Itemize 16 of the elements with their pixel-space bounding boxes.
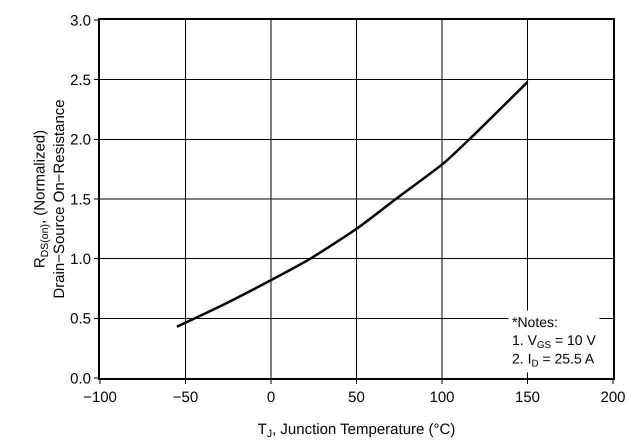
y-tick-label: 0.5 [70,310,91,328]
y-tick-label: 2.0 [70,132,91,149]
x-axis-title: T$_{J}$, Junction Temperature (°C) [258,421,456,440]
x-tick-label: 150 [514,389,540,406]
x-tick-label: 100 [429,389,455,406]
x-tick-label: 0 [266,389,276,406]
y-tick-label: 0.0 [70,370,91,388]
x-tick-label: −50 [172,389,198,406]
y-tick-label: 1.5 [70,191,91,208]
y-tick-label: 2.5 [70,72,91,89]
y-tick-label: 3.0 [70,12,91,30]
x-tick-label: 50 [348,389,365,406]
x-tick-label: 200 [600,389,626,406]
text: *Notes: 1. V$_{GS}$ = 10 V 2. I$_{D}$ = 25.5 A [512,314,596,370]
x-tick-label: −100 [83,389,117,406]
y-tick-label: 1.0 [70,250,91,268]
